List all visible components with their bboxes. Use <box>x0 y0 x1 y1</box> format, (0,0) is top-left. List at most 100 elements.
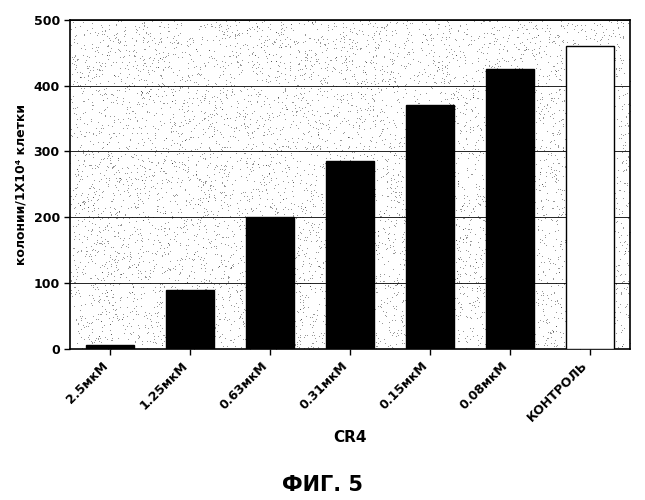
Point <box>491 152 501 160</box>
Point <box>539 341 550 349</box>
Point <box>231 148 241 156</box>
Point <box>616 64 626 72</box>
Point <box>95 90 105 98</box>
Point <box>416 192 426 200</box>
Point <box>531 50 542 58</box>
Point <box>288 178 298 186</box>
Point <box>347 72 357 80</box>
Point <box>597 332 608 340</box>
Point <box>237 299 247 307</box>
Point <box>408 310 419 318</box>
Point <box>544 318 554 326</box>
Point <box>73 171 83 179</box>
Point <box>550 177 561 185</box>
Point <box>598 274 608 281</box>
Point <box>138 25 148 33</box>
Point <box>297 135 307 143</box>
Point <box>155 122 166 130</box>
Point <box>181 333 191 341</box>
Point <box>526 277 537 285</box>
Point <box>100 260 110 268</box>
Point <box>411 168 421 176</box>
Point <box>334 186 344 194</box>
Point <box>600 240 611 248</box>
Point <box>111 252 121 260</box>
Point <box>399 155 410 163</box>
Point <box>295 330 306 338</box>
Point <box>199 204 209 212</box>
Point <box>560 110 570 118</box>
Point <box>272 136 282 143</box>
Point <box>159 136 170 143</box>
Point <box>276 30 286 38</box>
Point <box>115 174 125 182</box>
Point <box>370 46 380 54</box>
Point <box>95 310 105 318</box>
Point <box>180 161 190 169</box>
Point <box>83 196 93 203</box>
Point <box>413 68 424 76</box>
Point <box>299 216 309 224</box>
Point <box>405 232 415 239</box>
Point <box>428 243 439 251</box>
Point <box>557 186 568 194</box>
Point <box>385 48 395 56</box>
Point <box>268 308 278 316</box>
Point <box>543 328 553 336</box>
Point <box>210 250 220 258</box>
Point <box>159 157 169 165</box>
Point <box>466 36 476 44</box>
Point <box>481 176 491 184</box>
Point <box>179 324 189 332</box>
Point <box>412 182 422 190</box>
Point <box>444 138 454 145</box>
Point <box>410 344 420 351</box>
Point <box>479 308 489 316</box>
Point <box>244 120 255 128</box>
Point <box>515 286 525 294</box>
Point <box>501 98 511 106</box>
Point <box>180 136 190 143</box>
Point <box>136 172 146 180</box>
Point <box>82 62 92 70</box>
Point <box>110 161 121 169</box>
Point <box>97 59 107 67</box>
Point <box>606 84 616 92</box>
Point <box>568 302 578 310</box>
Point <box>140 189 150 197</box>
Point <box>128 124 138 132</box>
Point <box>291 108 301 116</box>
Point <box>83 71 94 79</box>
Point <box>523 192 533 200</box>
Point <box>415 58 425 66</box>
Point <box>469 18 479 25</box>
Point <box>326 85 336 93</box>
Point <box>103 180 113 188</box>
Point <box>322 66 333 74</box>
Point <box>144 258 154 266</box>
Point <box>568 118 578 126</box>
Point <box>533 31 543 39</box>
Point <box>512 268 522 276</box>
Point <box>598 280 608 288</box>
Point <box>345 26 355 34</box>
Point <box>582 250 592 258</box>
Point <box>531 108 541 116</box>
Point <box>457 264 468 272</box>
Point <box>212 327 223 335</box>
Point <box>395 61 406 69</box>
Point <box>257 214 267 222</box>
Point <box>322 256 332 264</box>
Point <box>388 166 398 173</box>
Point <box>597 22 607 30</box>
Point <box>585 210 595 218</box>
Point <box>213 280 224 288</box>
Point <box>102 50 112 58</box>
Point <box>138 199 148 207</box>
Point <box>427 172 437 179</box>
Point <box>335 255 345 263</box>
Point <box>211 294 221 302</box>
Point <box>373 302 383 310</box>
Point <box>149 236 159 244</box>
Point <box>502 147 512 155</box>
